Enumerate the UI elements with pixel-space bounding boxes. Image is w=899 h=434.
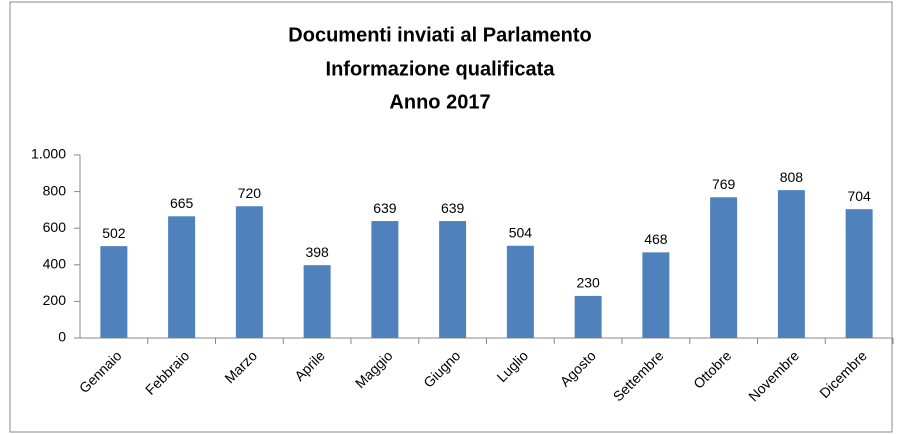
bar [574,295,602,338]
value-label: 468 [644,231,668,247]
y-tick-label: 200 [43,292,67,308]
bar [371,221,399,338]
value-label: 502 [102,225,126,241]
bar [303,265,331,338]
bar [845,209,873,338]
value-label: 639 [373,200,397,216]
chart-title: Documenti inviati al Parlamento Informaz… [288,24,591,113]
y-tick-label: 800 [43,182,67,198]
value-label: 230 [576,275,600,291]
title-line: Anno 2017 [389,91,490,113]
y-tick-label: 600 [43,219,67,235]
bar [100,246,128,338]
bar [439,221,467,338]
bar [506,245,534,338]
bar [642,252,670,338]
title-line: Informazione qualificata [326,58,556,80]
bar [168,216,196,338]
bar [777,190,805,338]
value-label: 720 [238,185,262,201]
y-tick-label: 1.000 [31,146,66,162]
bar [235,206,263,338]
value-label: 808 [780,169,804,185]
y-tick-label: 400 [43,256,67,272]
bar [710,197,738,338]
value-label: 769 [712,176,736,192]
value-label: 398 [305,244,329,260]
value-label: 504 [509,224,533,240]
chart-border [9,1,893,433]
value-label: 704 [847,188,871,204]
title-line: Documenti inviati al Parlamento [288,24,591,46]
y-tick-label: 0 [58,329,66,345]
value-label: 639 [441,200,465,216]
value-label: 665 [170,195,194,211]
